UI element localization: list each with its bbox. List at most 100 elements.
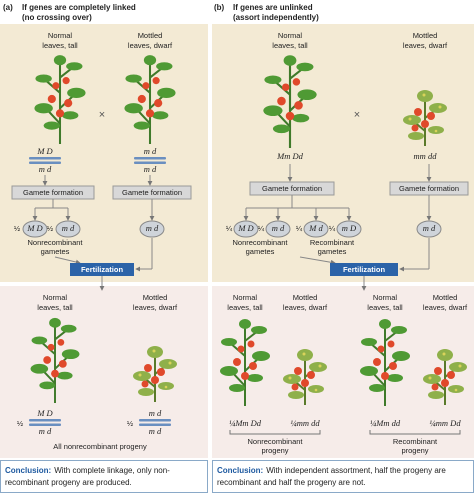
progeny-label: Recombinant	[393, 437, 438, 446]
progeny-label: progeny	[401, 446, 428, 455]
phenotype: leaves, dwarf	[128, 41, 173, 50]
progeny-label: All nonrecombinant progeny	[53, 442, 147, 451]
conclusion-label: Conclusion:	[5, 466, 51, 475]
gamete	[55, 220, 81, 238]
gamete-label: Nonrecombinant	[232, 238, 288, 247]
phenotype: Normal	[48, 31, 73, 40]
phenotype: leaves, tall	[227, 303, 263, 312]
genotype: m d	[39, 426, 52, 436]
chromosome	[134, 157, 166, 160]
panel-title: If genes are unlinked	[233, 3, 313, 12]
conclusion-text: recombinant progeny are produced.	[5, 478, 132, 487]
phenotype: leaves, tall	[37, 303, 73, 312]
phenotype: leaves, dwarf	[423, 303, 468, 312]
panel-title: If genes are completely linked	[22, 3, 136, 12]
genotype: m d	[149, 426, 162, 436]
gamete-alleles: M D	[237, 223, 254, 233]
fraction: ½	[47, 224, 54, 233]
genotype: mm dd	[414, 151, 438, 161]
gamete-formation: Gamete formation	[399, 184, 459, 193]
chromosome	[29, 161, 61, 164]
panel-label: (b)	[214, 3, 225, 12]
panel-label: (a)	[3, 3, 13, 12]
gamete-alleles: m D	[342, 223, 357, 233]
gamete-alleles: m d	[146, 223, 159, 233]
panel-title: (no crossing over)	[22, 13, 92, 22]
genotype: ¼mm Dd	[429, 418, 461, 428]
bracket	[369, 430, 461, 435]
gamete-label: gametes	[246, 247, 275, 256]
progeny-label: progeny	[261, 446, 288, 455]
chromosome	[139, 423, 171, 426]
gamete-formation: Gamete formation	[122, 188, 182, 197]
chromosome	[29, 419, 61, 422]
gamete-alleles: m d	[62, 223, 75, 233]
fraction: ¼	[329, 224, 336, 233]
conclusion-text: recombinant and half the progeny are not…	[217, 478, 366, 487]
conclusion-text: With independent assortment, half the pr…	[266, 466, 446, 475]
phenotype: leaves, tall	[42, 41, 78, 50]
arrow	[54, 256, 81, 265]
genotype: m d	[149, 408, 162, 418]
gamete-label: gametes	[318, 247, 347, 256]
fraction: ¼	[226, 224, 233, 233]
phenotype: Normal	[43, 293, 68, 302]
phenotype: leaves, tall	[272, 41, 308, 50]
chromosome	[139, 419, 171, 422]
gamete	[233, 220, 259, 238]
genotype: ¼Mm Dd	[229, 418, 262, 428]
genotype: m d	[144, 146, 157, 156]
gamete-label: gametes	[41, 247, 70, 256]
phenotype: Mottled	[433, 293, 458, 302]
gamete	[22, 220, 48, 238]
backgrounds	[0, 24, 474, 493]
gamete-formation: Gamete formation	[262, 184, 322, 193]
chromosome	[29, 423, 61, 426]
fertilization-box	[70, 263, 134, 276]
chromosome	[134, 161, 166, 164]
fertilization: Fertilization	[81, 265, 124, 274]
fraction: ¼	[296, 224, 303, 233]
phenotype: leaves, dwarf	[133, 303, 178, 312]
fraction: ½	[17, 419, 24, 428]
gamete-alleles: M d	[308, 223, 323, 233]
gamete-alleles: M D	[26, 223, 43, 233]
phenotype: Mottled	[413, 31, 438, 40]
genotype: ¼mm dd	[290, 418, 320, 428]
gamete	[139, 220, 165, 238]
phenotype: Mottled	[138, 31, 163, 40]
gamete-alleles: m d	[423, 223, 436, 233]
chromosome	[29, 157, 61, 160]
genotype: Mm Dd	[276, 151, 303, 161]
bracket	[229, 430, 321, 435]
phenotype: Mottled	[293, 293, 318, 302]
genotype: ¼Mm dd	[370, 418, 401, 428]
gamete-formation: Gamete formation	[23, 188, 83, 197]
phenotype: leaves, dwarf	[283, 303, 328, 312]
genotype: M D	[36, 408, 53, 418]
phenotype: Normal	[278, 31, 303, 40]
fertilization: Fertilization	[343, 265, 386, 274]
fraction: ½	[127, 419, 134, 428]
gamete-label: Nonrecombinant	[27, 238, 83, 247]
phenotype: leaves, tall	[367, 303, 403, 312]
genotype: m d	[144, 164, 157, 174]
gamete-label: Recombinant	[310, 238, 355, 247]
fraction: ½	[14, 224, 21, 233]
conclusion-label: Conclusion:	[217, 466, 263, 475]
arrow	[299, 256, 336, 265]
gamete	[303, 220, 329, 238]
gamete	[416, 220, 442, 238]
gamete	[336, 220, 362, 238]
gamete	[265, 220, 291, 238]
genotype: M D	[36, 146, 53, 156]
gamete-alleles: m d	[272, 223, 285, 233]
conclusion-text: With complete linkage, only non-	[54, 466, 170, 475]
cross: ×	[99, 109, 105, 121]
fraction: ¼	[258, 224, 265, 233]
phenotype: leaves, dwarf	[403, 41, 448, 50]
phenotype: Mottled	[143, 293, 168, 302]
progeny-label: Nonrecombinant	[247, 437, 303, 446]
